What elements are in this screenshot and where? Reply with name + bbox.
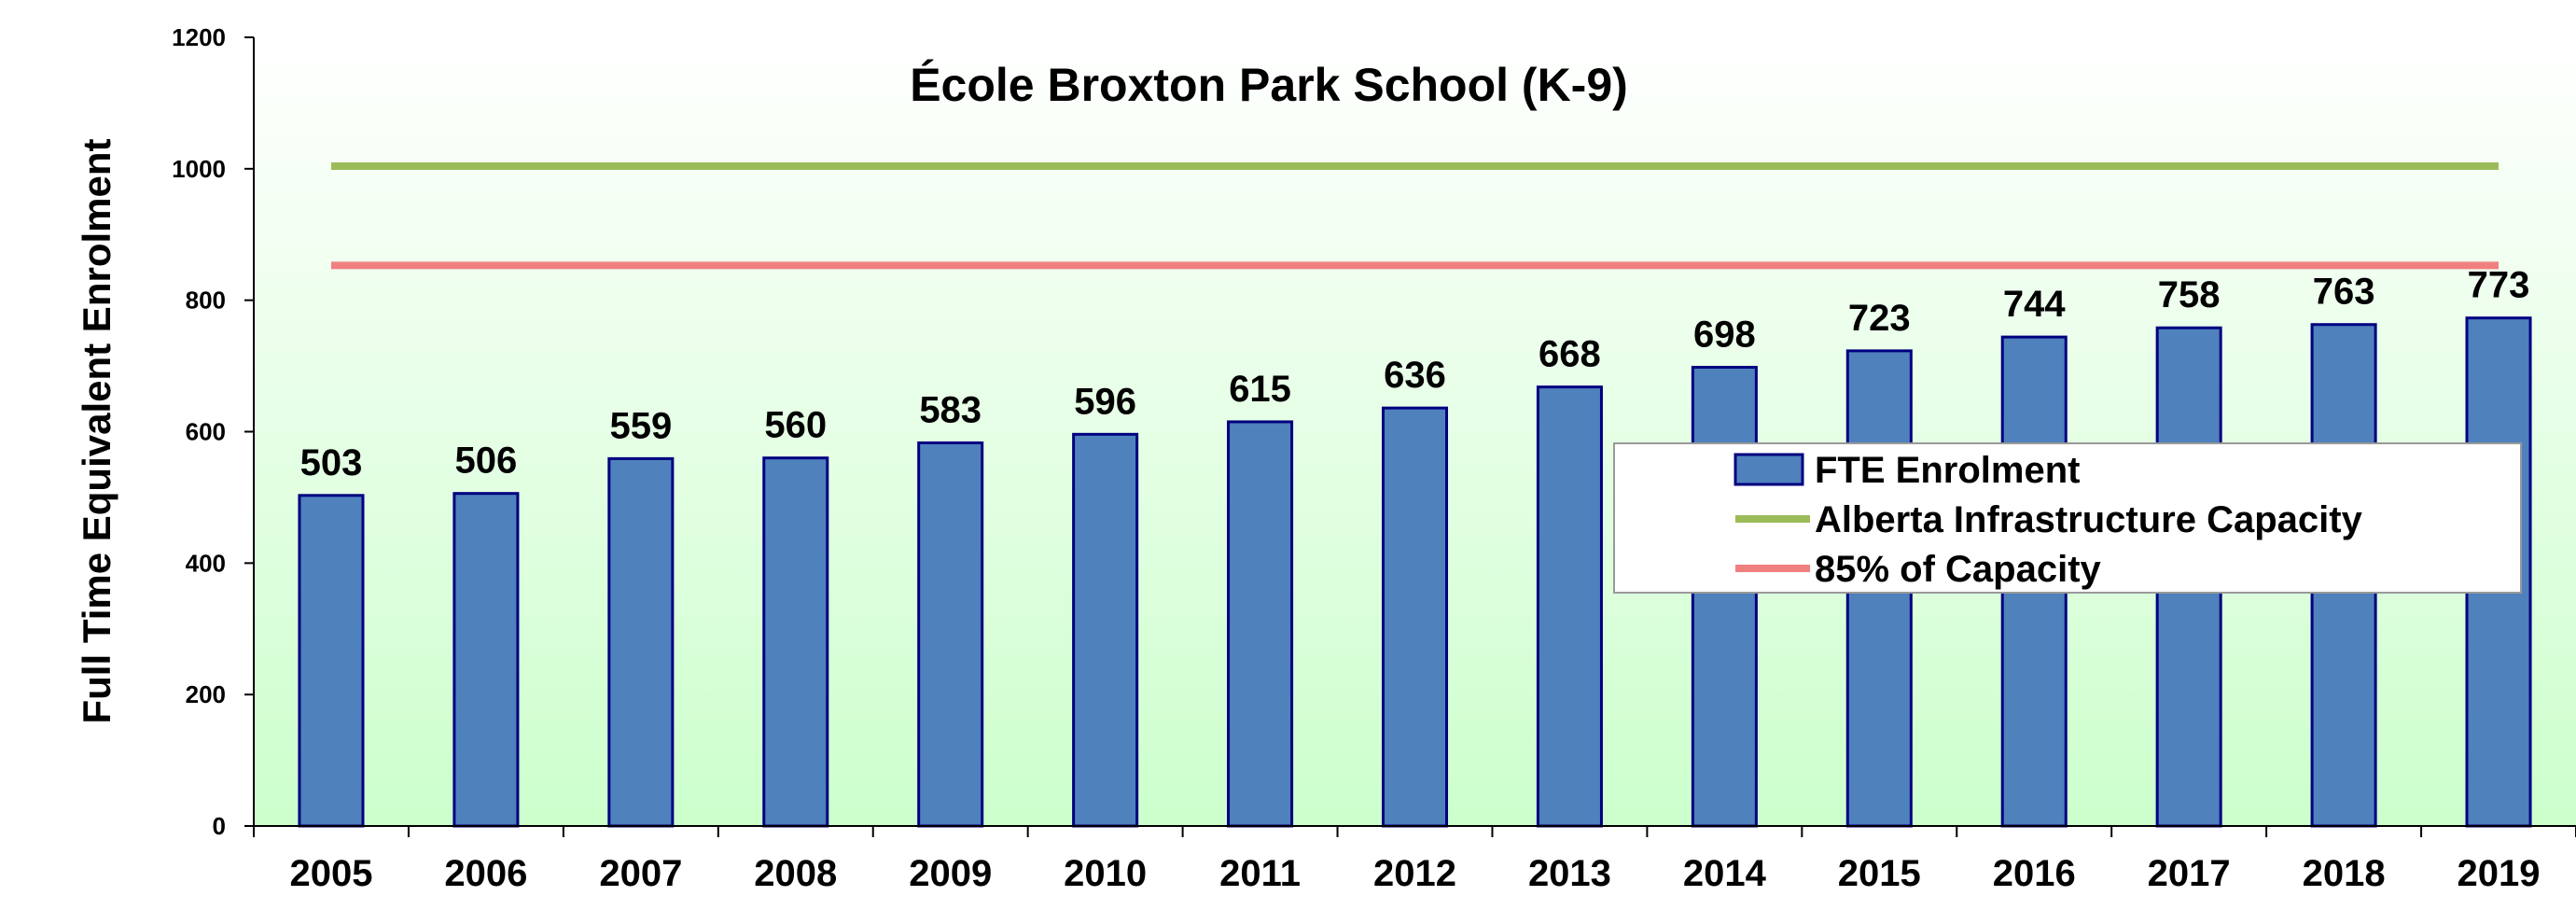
bar-fte-enrolment — [1072, 432, 1139, 828]
x-tick-label: 2009 — [909, 853, 992, 894]
data-label: 583 — [919, 389, 982, 430]
data-label: 503 — [300, 442, 363, 483]
bar-fte-enrolment — [1227, 420, 1294, 828]
x-tick-label: 2017 — [2148, 853, 2231, 894]
data-label: 723 — [1848, 298, 1911, 339]
data-label: 560 — [764, 405, 827, 446]
y-tick-label: 600 — [186, 418, 226, 446]
y-axis-label: Full Time Equivalent Enrolment — [75, 139, 118, 724]
data-label: 559 — [609, 405, 672, 446]
y-tick-label: 200 — [186, 680, 226, 708]
bar-fte-enrolment — [762, 456, 829, 828]
bar-fte-enrolment — [607, 456, 675, 828]
data-label: 506 — [455, 441, 518, 482]
x-tick-label: 2013 — [1528, 853, 1611, 894]
legend-swatch-bar — [1734, 453, 1804, 486]
y-tick-label: 1200 — [172, 23, 226, 51]
x-tick-label: 2012 — [1373, 853, 1456, 894]
data-label: 668 — [1539, 334, 1601, 375]
bar-fte-enrolment — [298, 494, 365, 828]
x-tick-label: 2005 — [289, 853, 372, 894]
data-label: 773 — [2468, 265, 2530, 306]
x-tick-label: 2010 — [1064, 853, 1147, 894]
legend: FTE Enrolment Alberta Infrastructure Capa… — [1613, 442, 2522, 594]
bar-fte-enrolment — [917, 441, 984, 828]
legend-entry-label: Alberta Infrastructure Capacity — [1815, 499, 2363, 540]
y-tick-label: 400 — [186, 549, 226, 577]
bar-fte-enrolment — [453, 492, 520, 828]
data-label: 615 — [1229, 369, 1291, 410]
x-tick-label: 2015 — [1838, 853, 1921, 894]
legend-entry-label: 85% of Capacity — [1815, 549, 2102, 590]
bar-fte-enrolment — [1381, 406, 1449, 828]
data-label: 596 — [1074, 381, 1136, 422]
bar-fte-enrolment — [1691, 365, 1758, 828]
x-tick-label: 2019 — [2458, 853, 2541, 894]
x-tick-label: 2008 — [754, 853, 837, 894]
x-tick-label: 2018 — [2303, 853, 2386, 894]
y-tick-label: 0 — [213, 812, 226, 840]
x-tick-label: 2007 — [599, 853, 682, 894]
y-tick-label: 1000 — [172, 155, 226, 183]
bar-fte-enrolment — [1536, 385, 1603, 828]
data-label: 763 — [2313, 272, 2375, 313]
legend-entry-label: FTE Enrolment — [1815, 450, 2080, 491]
x-tick-label: 2006 — [444, 853, 527, 894]
x-tick-label: 2011 — [1219, 853, 1301, 894]
data-label: 744 — [2003, 284, 2066, 325]
data-label: 636 — [1384, 355, 1446, 396]
x-tick-label: 2016 — [1993, 853, 2076, 894]
x-tick-label: 2014 — [1683, 853, 1767, 894]
y-tick-label: 800 — [186, 287, 226, 315]
chart-title: École Broxton Park School (K-9) — [910, 59, 1628, 111]
data-label: 698 — [1693, 314, 1756, 355]
data-label: 758 — [2158, 274, 2221, 315]
